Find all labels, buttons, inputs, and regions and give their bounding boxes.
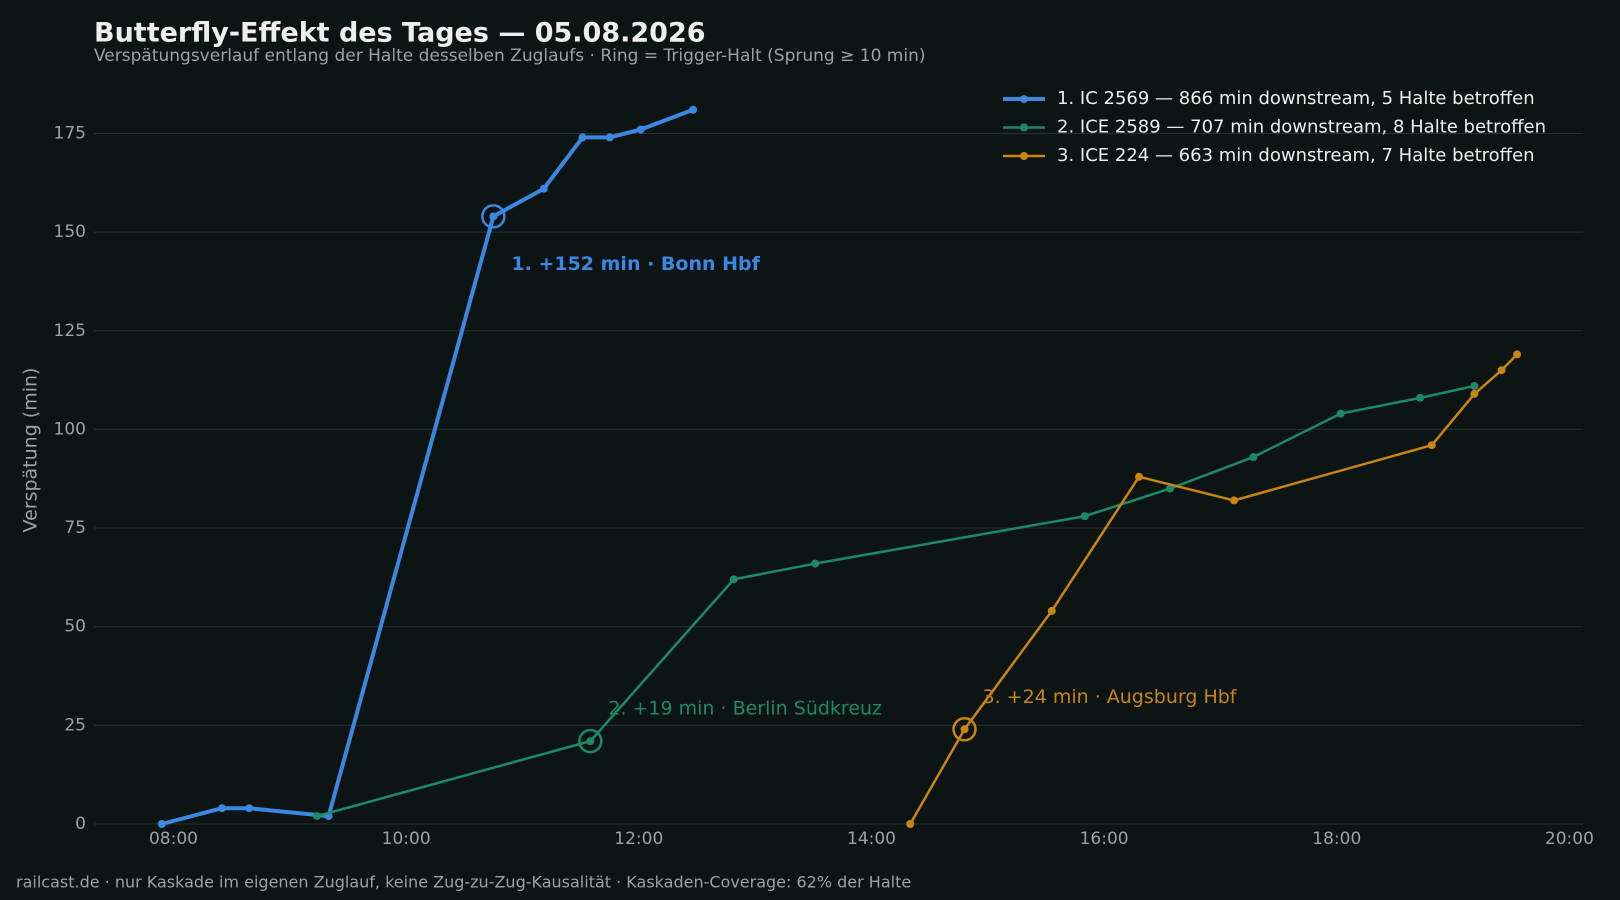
y-tick-label: 175 — [54, 123, 86, 143]
data-point — [1047, 606, 1056, 615]
x-tick-label: 08:00 — [149, 829, 198, 849]
data-point — [586, 737, 595, 746]
annotation: 2. +19 min · Berlin Südkreuz — [608, 698, 882, 720]
x-tick-label: 10:00 — [382, 829, 431, 849]
annotation: 1. +152 min · Bonn Hbf — [511, 253, 760, 275]
y-tick-label: 0 — [75, 814, 86, 834]
data-point — [489, 212, 498, 221]
data-point — [1230, 496, 1239, 505]
annotation: 3. +24 min · Augsburg Hbf — [983, 686, 1238, 708]
footer: railcast.de · nur Kaskade im eigenen Zug… — [16, 873, 911, 892]
series-line — [161, 107, 694, 826]
data-point — [539, 184, 548, 193]
data-point — [1416, 393, 1425, 402]
data-point — [1336, 409, 1345, 418]
data-point — [157, 820, 166, 828]
data-point — [1166, 484, 1175, 493]
data-point — [1470, 382, 1479, 390]
data-point — [906, 820, 915, 828]
y-tick-label: 125 — [54, 321, 86, 341]
data-point — [1135, 472, 1144, 481]
series-line — [316, 384, 1475, 818]
data-point — [312, 812, 321, 821]
chart-title: Butterfly-Effekt des Tages — 05.08.2026 — [94, 18, 706, 49]
trigger-ring — [952, 717, 977, 742]
data-point — [729, 575, 738, 584]
legend-label: 2. ICE 2589 — 707 min downstream, 8 Halt… — [1057, 117, 1546, 138]
legend-marker — [1020, 152, 1028, 160]
data-point — [605, 133, 614, 142]
y-tick-label: 75 — [64, 518, 86, 538]
x-tick-label: 16:00 — [1080, 829, 1129, 849]
data-point — [811, 559, 820, 568]
legend-label: 3. ICE 224 — 663 min downstream, 7 Halte… — [1057, 145, 1535, 166]
data-point — [689, 105, 698, 114]
y-tick-label: 150 — [54, 222, 86, 242]
trigger-ring — [578, 728, 603, 754]
data-point — [1080, 512, 1089, 521]
data-point — [1513, 350, 1522, 359]
legend-marker — [1020, 95, 1028, 103]
legend-label: 1. IC 2569 — 866 min downstream, 5 Halte… — [1057, 88, 1535, 109]
x-tick-label: 14:00 — [847, 829, 896, 849]
x-tick-label: 20:00 — [1545, 829, 1594, 849]
legend-marker — [1020, 123, 1028, 132]
data-point — [217, 804, 226, 813]
data-point — [245, 804, 254, 813]
data-point — [960, 725, 969, 734]
y-tick-label: 25 — [64, 715, 86, 735]
chart-subtitle: Verspätungsverlauf entlang der Halte des… — [94, 46, 926, 66]
x-tick-label: 12:00 — [614, 829, 663, 849]
y-tick-label: 50 — [64, 617, 86, 637]
y-tick-label: 100 — [54, 419, 86, 439]
trigger-ring — [481, 204, 506, 229]
data-point — [1497, 366, 1506, 375]
data-point — [636, 125, 645, 134]
data-point — [1427, 441, 1436, 450]
data-point — [1249, 453, 1258, 462]
data-point — [1470, 389, 1479, 398]
x-tick-label: 18:00 — [1312, 829, 1361, 849]
y-axis-label: Verspätung (min) — [20, 368, 42, 533]
data-point — [578, 133, 587, 142]
